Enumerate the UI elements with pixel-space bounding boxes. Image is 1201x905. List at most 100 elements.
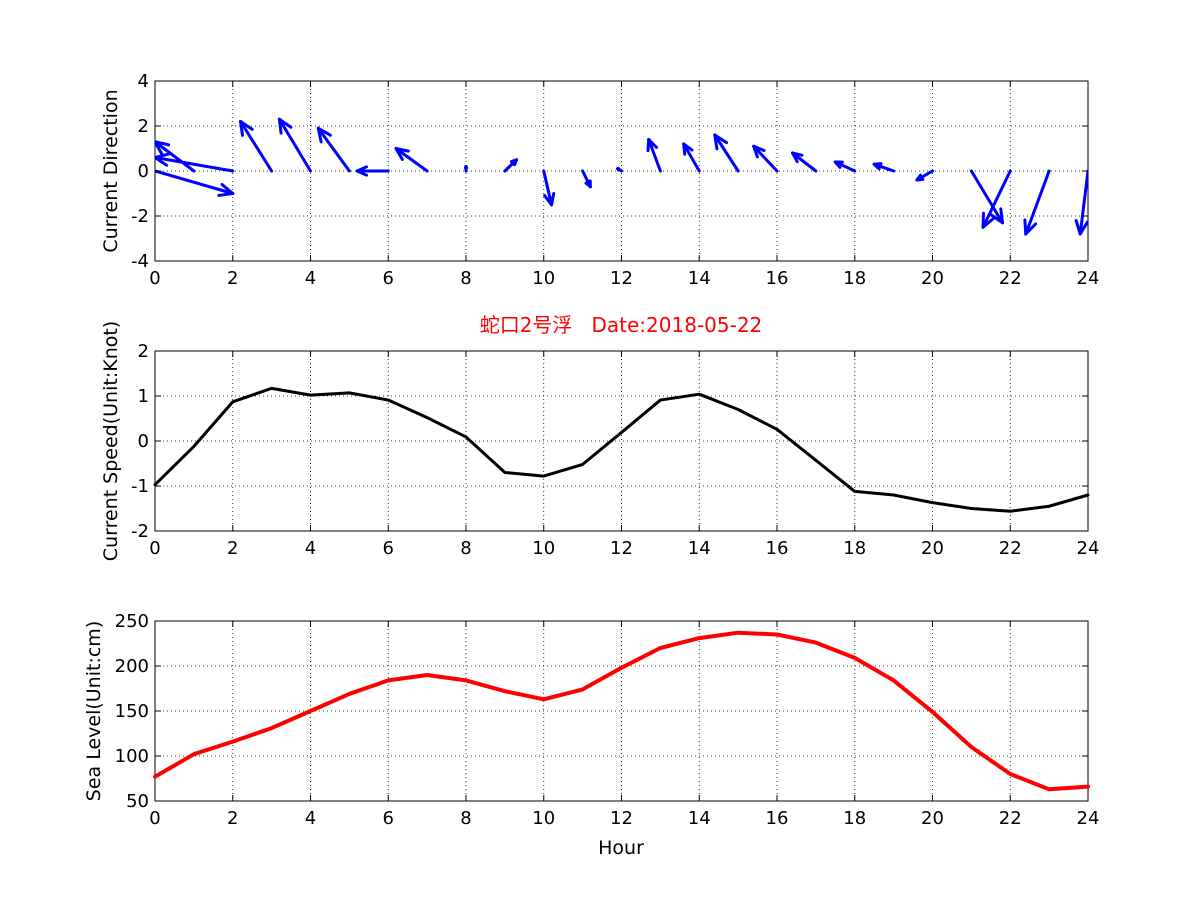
arrow-shaft: [279, 119, 310, 171]
x-tick-label: 24: [1077, 268, 1100, 289]
direction-arrow: [583, 171, 591, 187]
direction-arrow: [155, 154, 233, 171]
arrow-shaft: [715, 135, 738, 171]
arrow-shaft: [318, 128, 349, 171]
x-tick-label: 14: [688, 808, 711, 829]
x-tick-label: 20: [921, 538, 944, 559]
y-tick-label: 200: [115, 656, 149, 677]
direction-arrow: [917, 171, 933, 180]
x-tick-label: 0: [149, 808, 160, 829]
x-tick-label: 20: [921, 808, 944, 829]
x-tick-label: 16: [766, 538, 789, 559]
x-tick-label: 20: [921, 268, 944, 289]
y-tick-label: -1: [131, 476, 149, 497]
speed-y-label: Current Speed(Unit:Knot): [100, 321, 122, 561]
y-tick-label: 2: [138, 116, 149, 137]
x-tick-label: 18: [843, 268, 866, 289]
direction-arrow: [618, 169, 622, 171]
direction-arrow: [155, 171, 233, 195]
x-tick-label: 0: [149, 268, 160, 289]
y-tick-label: 250: [115, 611, 149, 632]
level-x-label: Hour: [598, 837, 644, 859]
arrow-shaft: [155, 171, 233, 194]
y-tick-label: 0: [138, 161, 149, 182]
x-tick-label: 22: [999, 268, 1022, 289]
direction-arrow: [715, 135, 738, 171]
x-tick-label: 18: [843, 538, 866, 559]
x-tick-label: 22: [999, 808, 1022, 829]
x-tick-label: 8: [460, 268, 471, 289]
x-tick-label: 16: [766, 268, 789, 289]
x-tick-label: 4: [305, 268, 316, 289]
x-tick-label: 12: [610, 538, 633, 559]
direction-y-label: Current Direction: [100, 89, 122, 252]
y-tick-label: 100: [115, 746, 149, 767]
y-tick-label: 0: [138, 431, 149, 452]
arrow-shaft: [241, 122, 272, 172]
direction-arrow: [544, 171, 554, 205]
x-tick-label: 10: [532, 808, 555, 829]
level-y-label: Sea Level(Unit:cm): [83, 621, 105, 801]
y-tick-label: 50: [126, 791, 149, 812]
x-tick-label: 8: [460, 538, 471, 559]
arrow-shaft: [1026, 171, 1049, 234]
speed-line: [155, 388, 1088, 511]
x-tick-label: 24: [1077, 538, 1100, 559]
arrow-head: [1076, 221, 1080, 234]
x-tick-label: 24: [1077, 808, 1100, 829]
direction-y-ticks: -4 -2 0 2 4: [131, 71, 1088, 272]
direction-arrow: [754, 146, 777, 171]
arrow-head: [155, 154, 169, 157]
x-tick-label: 16: [766, 808, 789, 829]
level-y-ticks: 50 100 150 200 250: [115, 611, 1088, 812]
y-tick-label: -4: [131, 251, 149, 272]
direction-arrow: [241, 122, 272, 172]
direction-arrow: [648, 140, 660, 172]
y-tick-label: -2: [131, 521, 149, 542]
arrow-head: [466, 167, 467, 168]
y-tick-label: 1: [138, 386, 149, 407]
y-tick-label: 4: [138, 71, 149, 92]
arrow-head: [874, 164, 881, 165]
direction-arrow: [505, 160, 517, 171]
x-tick-label: 10: [532, 268, 555, 289]
direction-arrow: [684, 144, 700, 171]
direction-arrow: [1025, 171, 1049, 234]
chart-title: 蛇口2号浮 Date:2018-05-22: [480, 313, 763, 337]
x-tick-label: 22: [999, 538, 1022, 559]
y-tick-label: -2: [131, 206, 149, 227]
direction-arrow: [396, 149, 427, 172]
direction-arrow: [279, 119, 310, 171]
x-tick-label: 6: [383, 268, 394, 289]
direction-arrow: [835, 162, 854, 171]
arrow-head: [515, 160, 517, 165]
arrow-head: [219, 194, 233, 196]
x-tick-label: 12: [610, 808, 633, 829]
y-tick-label: 150: [115, 701, 149, 722]
x-tick-label: 2: [227, 808, 238, 829]
x-tick-label: 12: [610, 268, 633, 289]
x-tick-label: 10: [532, 538, 555, 559]
arrow-head: [1025, 220, 1026, 234]
x-tick-label: 2: [227, 538, 238, 559]
direction-arrow: [1076, 171, 1088, 234]
x-tick-label: 8: [460, 808, 471, 829]
direction-arrow: [793, 153, 816, 171]
level-grid: [155, 621, 1088, 801]
direction-arrows: [155, 119, 1088, 234]
direction-arrow: [874, 164, 893, 171]
arrow-shaft: [396, 149, 427, 172]
x-tick-label: 14: [688, 268, 711, 289]
x-tick-label: 2: [227, 268, 238, 289]
x-tick-label: 0: [149, 538, 160, 559]
x-tick-label: 14: [688, 538, 711, 559]
direction-arrow: [357, 167, 388, 175]
